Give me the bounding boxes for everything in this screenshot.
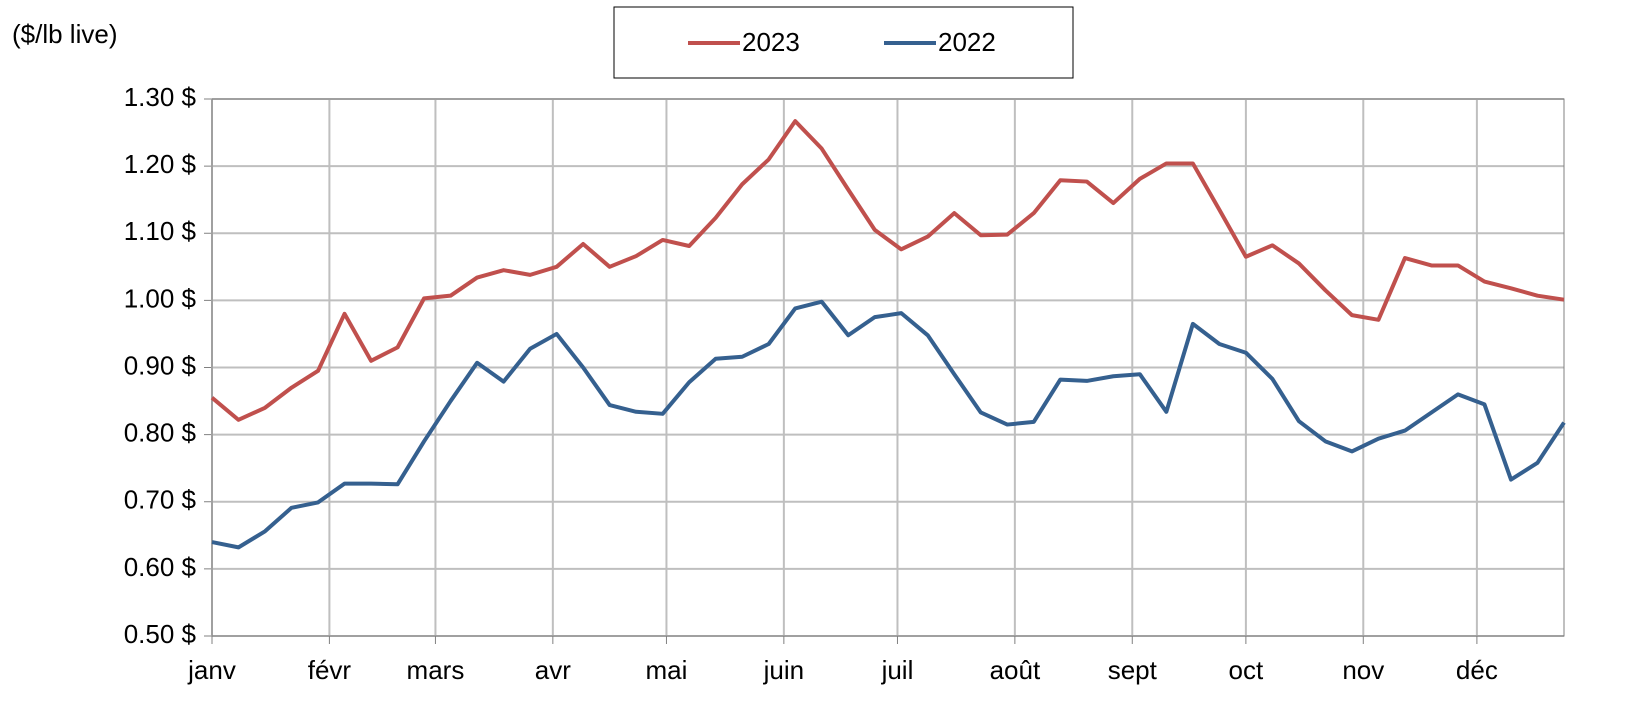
series-line	[211, 299, 1566, 550]
x-tick-label: sept	[1108, 655, 1158, 685]
x-tick-label: févr	[308, 655, 352, 685]
x-tick-label: avr	[535, 655, 571, 685]
legend-label: 2022	[938, 27, 996, 57]
x-tick-label: juil	[881, 655, 914, 685]
series-line	[210, 119, 1565, 422]
y-tick-label: 0.80 $	[124, 418, 197, 448]
y-tick-label: 1.20 $	[124, 149, 197, 179]
x-tick-label: mai	[646, 655, 688, 685]
y-tick-label: 0.60 $	[124, 552, 197, 582]
plot-frame	[211, 98, 1565, 637]
legend-label: 2023	[742, 27, 800, 57]
y-tick-label: 1.00 $	[124, 283, 197, 313]
x-tick-label: janv	[187, 655, 236, 685]
y-axis-label: ($/lb live)	[12, 19, 117, 49]
x-tick-label: mars	[407, 655, 465, 685]
y-tick-label: 0.50 $	[124, 619, 197, 649]
x-tick-label: oct	[1229, 655, 1264, 685]
x-tick-label: août	[990, 655, 1041, 685]
y-tick-label: 1.10 $	[124, 216, 197, 246]
x-tick-label: déc	[1456, 655, 1498, 685]
y-tick-label: 0.90 $	[124, 350, 197, 380]
y-tick-label: 0.70 $	[124, 485, 197, 515]
x-tick-label: juin	[763, 655, 804, 685]
legend-box	[613, 6, 1074, 79]
x-tick-label: nov	[1342, 655, 1384, 685]
y-tick-label: 1.30 $	[124, 82, 197, 112]
